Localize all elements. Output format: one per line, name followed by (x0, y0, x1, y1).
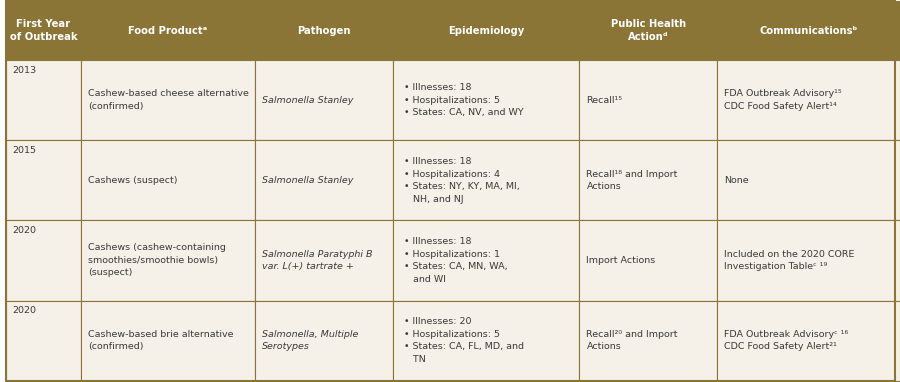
Text: Communicationsᵇ: Communicationsᵇ (760, 26, 858, 36)
Text: 2013: 2013 (13, 66, 37, 75)
Text: Salmonella Stanley: Salmonella Stanley (262, 96, 353, 105)
Bar (5, 301, 81, 380)
Bar (580, 60, 717, 140)
Bar (5, 60, 81, 140)
Bar (255, 140, 392, 220)
Bar (255, 2, 392, 60)
Bar (81, 140, 255, 220)
Bar (255, 60, 392, 140)
Text: • Illnesses: 18
• Hospitalizations: 1
• States: CA, MN, WA,
   and WI: • Illnesses: 18 • Hospitalizations: 1 • … (404, 237, 508, 284)
Text: Recall¹⁸ and Import
Actions: Recall¹⁸ and Import Actions (587, 170, 678, 191)
Text: First Year
of Outbreak: First Year of Outbreak (10, 19, 77, 42)
Bar (5, 220, 81, 301)
Text: 2020: 2020 (13, 226, 37, 235)
Text: Public Health
Actionᵈ: Public Health Actionᵈ (611, 19, 686, 42)
Bar (392, 2, 580, 60)
Bar (580, 220, 717, 301)
Bar (81, 2, 255, 60)
Bar (81, 301, 255, 380)
Bar (5, 140, 81, 220)
Bar (392, 60, 580, 140)
Text: Included on the 2020 CORE
Investigation Tableᶜ ¹⁹: Included on the 2020 CORE Investigation … (724, 250, 855, 271)
Bar (580, 2, 717, 60)
Text: 2020: 2020 (13, 306, 37, 315)
Bar (5, 2, 81, 60)
Bar (717, 2, 900, 60)
Bar (392, 301, 580, 380)
Text: Import Actions: Import Actions (587, 256, 656, 265)
Text: Recall¹⁵: Recall¹⁵ (587, 96, 623, 105)
Bar (392, 140, 580, 220)
Text: • Illnesses: 18
• Hospitalizations: 4
• States: NY, KY, MA, MI,
   NH, and NJ: • Illnesses: 18 • Hospitalizations: 4 • … (404, 157, 520, 204)
Text: None: None (724, 176, 749, 185)
Bar (717, 301, 900, 380)
Bar (717, 220, 900, 301)
Text: Recall²⁰ and Import
Actions: Recall²⁰ and Import Actions (587, 330, 678, 351)
Bar (392, 220, 580, 301)
Text: FDA Outbreak Advisoryᶜ ¹⁶
CDC Food Safety Alert²¹: FDA Outbreak Advisoryᶜ ¹⁶ CDC Food Safet… (724, 330, 849, 351)
Bar (255, 301, 392, 380)
Text: 2015: 2015 (13, 146, 37, 155)
Bar (580, 140, 717, 220)
Text: Salmonella Stanley: Salmonella Stanley (262, 176, 353, 185)
Bar (717, 140, 900, 220)
Text: Cashews (cashew-containing
smoothies/smoothie bowls)
(suspect): Cashews (cashew-containing smoothies/smo… (88, 243, 226, 277)
Text: • Illnesses: 18
• Hospitalizations: 5
• States: CA, NV, and WY: • Illnesses: 18 • Hospitalizations: 5 • … (404, 83, 524, 117)
Bar (81, 220, 255, 301)
Bar (255, 220, 392, 301)
Text: Cashews (suspect): Cashews (suspect) (88, 176, 178, 185)
Text: Salmonella, Multiple
Serotypes: Salmonella, Multiple Serotypes (262, 330, 358, 351)
Bar (81, 60, 255, 140)
Bar (717, 60, 900, 140)
Text: Food Productᵃ: Food Productᵃ (129, 26, 208, 36)
Text: • Illnesses: 20
• Hospitalizations: 5
• States: CA, FL, MD, and
   TN: • Illnesses: 20 • Hospitalizations: 5 • … (404, 317, 524, 364)
Text: FDA Outbreak Advisory¹⁵
CDC Food Safety Alert¹⁴: FDA Outbreak Advisory¹⁵ CDC Food Safety … (724, 89, 842, 111)
Bar (580, 301, 717, 380)
Text: Cashew-based brie alternative
(confirmed): Cashew-based brie alternative (confirmed… (88, 330, 234, 351)
Text: Salmonella Paratyphi B
var. L(+) tartrate +: Salmonella Paratyphi B var. L(+) tartrat… (262, 250, 373, 271)
Text: Cashew-based cheese alternative
(confirmed): Cashew-based cheese alternative (confirm… (88, 89, 249, 111)
Text: Epidemiology: Epidemiology (448, 26, 524, 36)
Text: Pathogen: Pathogen (297, 26, 350, 36)
